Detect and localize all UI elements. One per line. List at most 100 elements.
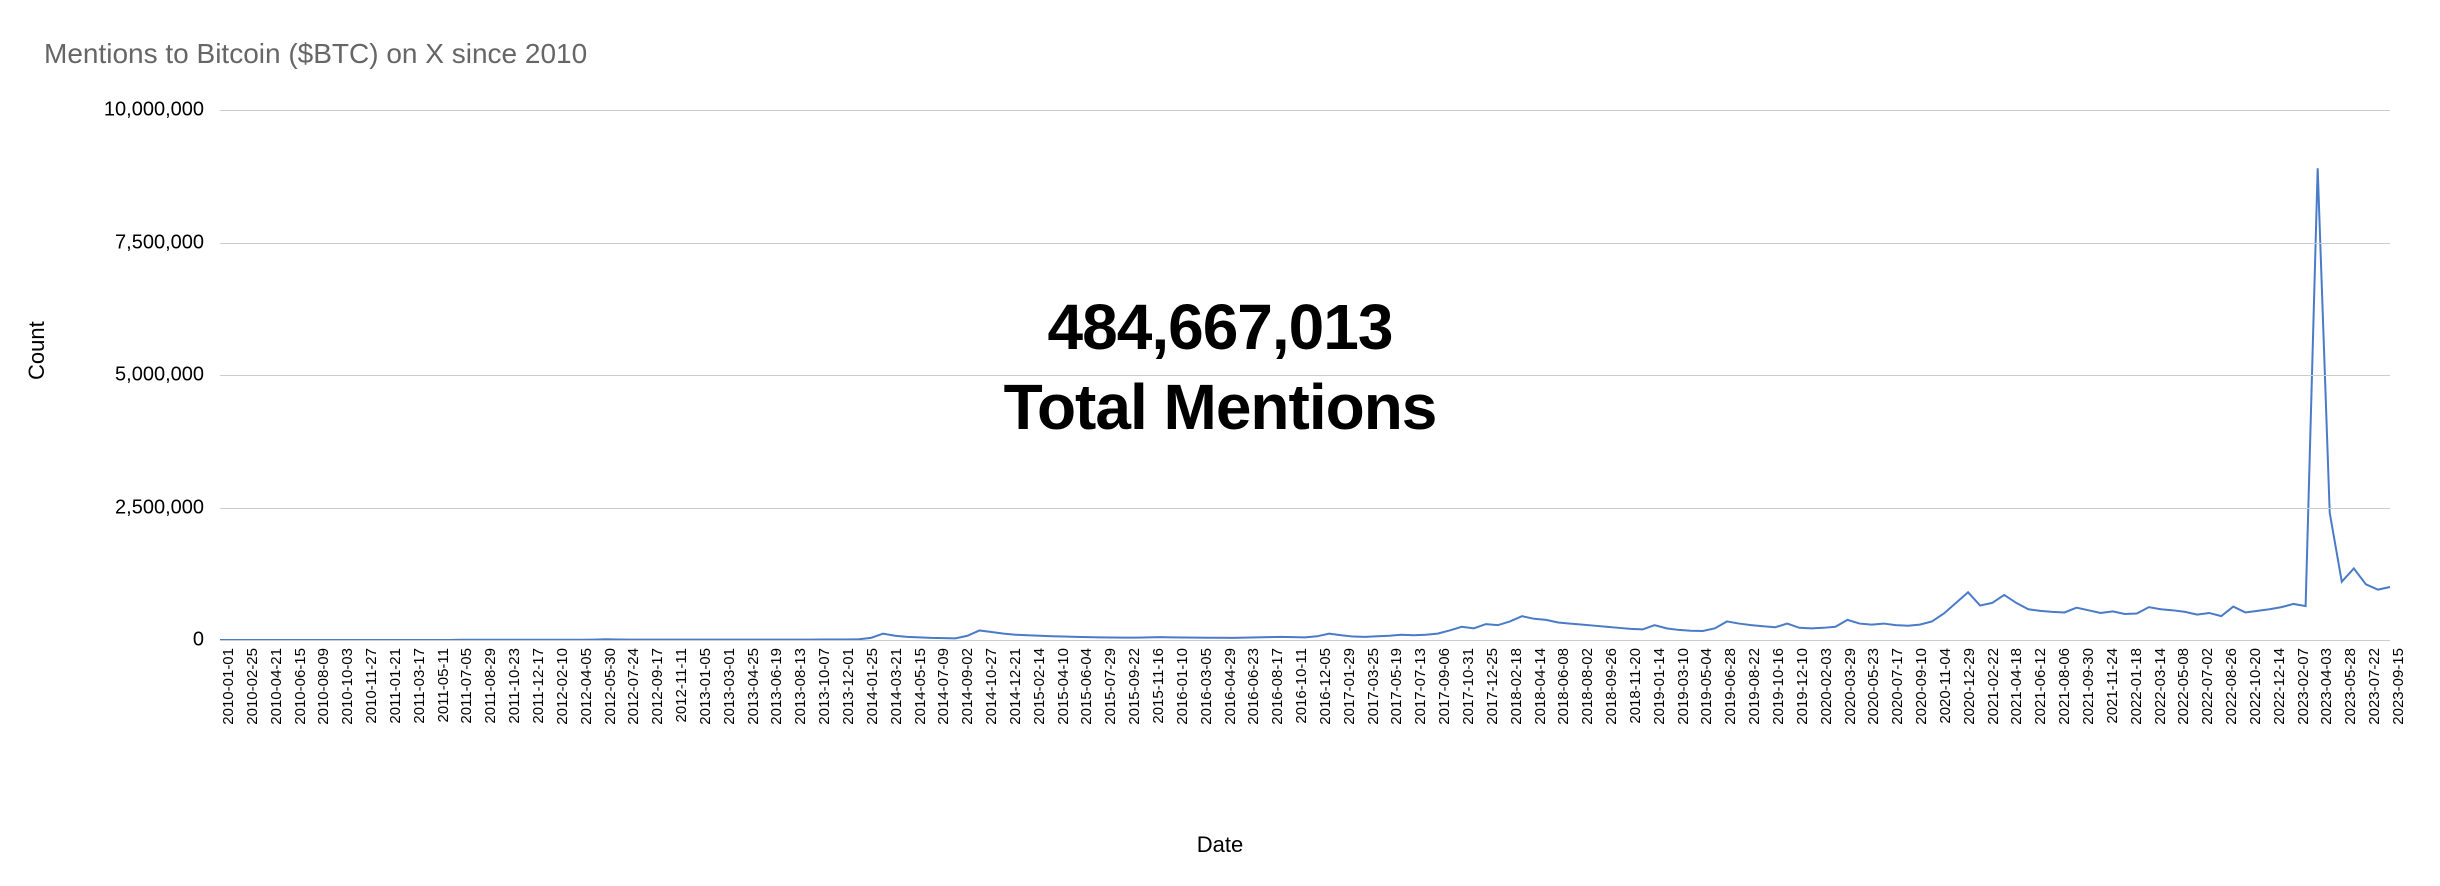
x-tick-label: 2022-12-14 [2271, 648, 2288, 725]
x-tick-label: 2010-06-15 [292, 648, 309, 725]
x-tick-label: 2014-09-02 [959, 648, 976, 725]
x-tick-label: 2019-08-22 [1746, 648, 1763, 725]
x-tick-label: 2020-02-03 [1818, 648, 1835, 725]
x-tick-label: 2013-03-01 [721, 648, 738, 725]
x-tick-label: 2011-03-17 [411, 648, 428, 724]
x-tick-label: 2020-09-10 [1913, 648, 1930, 725]
x-tick-label: 2020-12-29 [1961, 648, 1978, 725]
x-tick-label: 2021-02-22 [1985, 648, 2002, 725]
x-tick-label: 2015-09-22 [1126, 648, 1143, 725]
x-tick-label: 2016-10-11 [1293, 648, 1310, 724]
x-tick-label: 2017-05-19 [1388, 648, 1405, 725]
x-tick-label: 2013-06-19 [768, 648, 785, 725]
x-tick-label: 2010-11-27 [363, 648, 380, 724]
x-tick-label: 2023-02-07 [2295, 648, 2312, 725]
x-tick-label: 2017-01-29 [1341, 648, 1358, 725]
x-tick-label: 2017-10-31 [1460, 648, 1477, 725]
x-tick-label: 2022-10-20 [2247, 648, 2264, 725]
x-tick-label: 2010-10-03 [339, 648, 356, 725]
x-tick-label: 2023-09-15 [2390, 648, 2407, 725]
x-tick-label: 2019-01-14 [1651, 648, 1668, 725]
x-tick-label: 2023-04-03 [2318, 648, 2335, 725]
x-tick-label: 2023-07-22 [2366, 648, 2383, 725]
x-tick-label: 2014-07-09 [935, 648, 952, 725]
x-tick-label: 2014-03-21 [888, 648, 905, 725]
x-tick-label: 2022-05-08 [2175, 648, 2192, 725]
y-tick-label: 7,500,000 [115, 231, 204, 254]
x-tick-label: 2012-07-24 [625, 648, 642, 725]
x-tick-label: 2011-12-17 [530, 648, 547, 724]
x-tick-label: 2011-01-21 [387, 648, 404, 724]
x-tick-label: 2015-07-29 [1102, 648, 1119, 725]
x-tick-label: 2010-08-09 [315, 648, 332, 725]
x-tick-label: 2016-08-17 [1269, 648, 1286, 725]
x-tick-label: 2021-08-06 [2056, 648, 2073, 725]
x-tick-label: 2013-01-05 [697, 648, 714, 725]
x-tick-label: 2018-06-08 [1555, 648, 1572, 725]
x-tick-label: 2011-05-11 [435, 648, 452, 723]
x-tick-label: 2021-06-12 [2032, 648, 2049, 725]
gridline [220, 110, 2390, 111]
x-tick-label: 2013-10-07 [816, 648, 833, 725]
x-tick-label: 2012-09-17 [649, 648, 666, 725]
x-tick-label: 2022-08-26 [2223, 648, 2240, 725]
x-tick-label: 2018-09-26 [1603, 648, 1620, 725]
x-tick-label: 2015-02-14 [1031, 648, 1048, 725]
gridline [220, 640, 2390, 641]
x-tick-label: 2013-08-13 [792, 648, 809, 725]
x-axis-label: Date [1197, 832, 1243, 858]
x-tick-label: 2022-01-18 [2128, 648, 2145, 725]
x-tick-label: 2010-02-25 [244, 648, 261, 725]
x-tick-label: 2017-12-25 [1484, 648, 1501, 725]
x-tick-label: 2020-05-23 [1865, 648, 1882, 725]
x-tick-label: 2018-02-18 [1508, 648, 1525, 725]
x-tick-label: 2014-10-27 [983, 648, 1000, 725]
x-tick-label: 2018-08-02 [1579, 648, 1596, 725]
x-tick-label: 2010-04-21 [268, 648, 285, 725]
x-tick-label: 2015-06-04 [1078, 648, 1095, 725]
y-tick-label: 10,000,000 [104, 99, 204, 122]
x-tick-label: 2022-07-02 [2199, 648, 2216, 725]
x-tick-label: 2012-05-30 [602, 648, 619, 725]
x-tick-label: 2015-04-10 [1055, 648, 1072, 725]
x-tick-label: 2019-03-10 [1675, 648, 1692, 725]
y-tick-label: 0 [193, 629, 204, 652]
overlay-total-number: 484,667,013 [1048, 290, 1393, 364]
x-tick-label: 2013-12-01 [840, 648, 857, 725]
x-tick-label: 2014-05-15 [912, 648, 929, 725]
x-tick-label: 2019-06-28 [1722, 648, 1739, 725]
x-tick-label: 2016-06-23 [1245, 648, 1262, 725]
x-tick-label: 2019-05-04 [1698, 648, 1715, 725]
chart-title: Mentions to Bitcoin ($BTC) on X since 20… [44, 38, 587, 70]
gridline [220, 243, 2390, 244]
x-tick-label: 2022-03-14 [2152, 648, 2169, 725]
x-tick-label: 2020-11-04 [1937, 648, 1954, 724]
y-axis-label: Count [24, 321, 50, 380]
overlay-total-label: Total Mentions [1004, 370, 1437, 444]
x-tick-label: 2020-07-17 [1889, 648, 1906, 725]
x-tick-label: 2016-01-10 [1174, 648, 1191, 725]
x-tick-label: 2012-04-05 [578, 648, 595, 725]
x-tick-label: 2019-10-16 [1770, 648, 1787, 725]
x-tick-label: 2016-03-05 [1198, 648, 1215, 725]
x-tick-label: 2016-04-29 [1222, 648, 1239, 725]
x-tick-label: 2011-08-29 [482, 648, 499, 724]
x-tick-label: 2020-03-29 [1842, 648, 1859, 725]
x-tick-label: 2015-11-16 [1150, 648, 1167, 724]
x-tick-label: 2011-10-23 [506, 648, 523, 724]
gridline [220, 508, 2390, 509]
x-tick-label: 2017-03-25 [1365, 648, 1382, 725]
x-tick-label: 2016-12-05 [1317, 648, 1334, 725]
y-tick-label: 2,500,000 [115, 496, 204, 519]
x-tick-label: 2011-07-05 [458, 648, 475, 724]
x-tick-label: 2017-07-13 [1412, 648, 1429, 725]
x-tick-label: 2018-04-14 [1532, 648, 1549, 725]
x-tick-label: 2012-02-10 [554, 648, 571, 725]
y-tick-label: 5,000,000 [115, 364, 204, 387]
x-tick-label: 2023-05-28 [2342, 648, 2359, 725]
x-tick-label: 2021-11-24 [2104, 648, 2121, 724]
x-tick-label: 2019-12-10 [1794, 648, 1811, 725]
x-tick-label: 2013-04-25 [745, 648, 762, 725]
x-tick-label: 2014-12-21 [1007, 648, 1024, 725]
x-tick-label: 2021-04-18 [2008, 648, 2025, 725]
